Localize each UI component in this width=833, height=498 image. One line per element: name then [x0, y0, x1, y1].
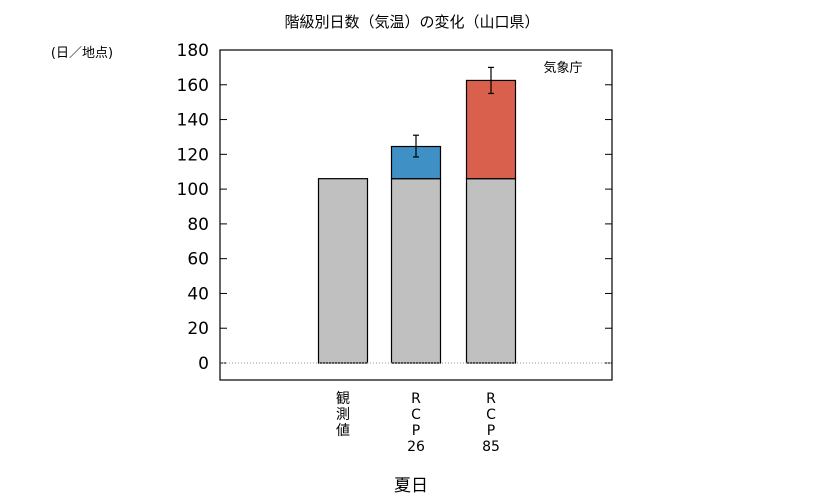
error-bars — [413, 66, 494, 158]
x-category-label-line: P — [412, 423, 420, 439]
source-label: 気象庁 — [543, 60, 582, 76]
x-category-label-line: 値 — [336, 423, 350, 439]
y-tick-label: 100 — [177, 180, 209, 200]
y-tick-label: 180 — [177, 41, 209, 61]
bars — [317, 79, 517, 364]
x-category-label-line: P — [487, 423, 495, 439]
x-category-label: R C P 85 — [482, 391, 500, 455]
x-category-label-line: C — [411, 407, 421, 423]
bar-base-segment — [390, 178, 442, 364]
x-category-label-line: 26 — [407, 439, 425, 455]
x-category-label-line: 観 — [336, 390, 350, 407]
bar-increase-segment — [465, 79, 517, 180]
bar-base-segment — [317, 178, 369, 364]
unit-label: (日／地点) — [51, 46, 113, 61]
x-category-label-line: 測 — [336, 407, 350, 423]
x-category-label-line: C — [486, 407, 496, 423]
chart-title: 階級別日数（気温）の変化（山口県） — [284, 13, 539, 31]
bar-base-segment — [465, 178, 517, 364]
x-category-label-line: R — [486, 391, 496, 407]
y-tick-label: 120 — [177, 145, 209, 165]
x-axis-label: 夏日 — [394, 476, 428, 496]
plot-frame — [219, 49, 613, 381]
y-tick-label: 0 — [198, 354, 209, 374]
y-tick-label: 60 — [187, 250, 209, 270]
x-category-label: R C P 26 — [407, 391, 425, 455]
y-axis-ticks: 0 20 40 60 80 100 120 140 160 180 — [177, 41, 612, 374]
y-tick-label: 140 — [177, 111, 209, 131]
y-tick-label: 160 — [177, 76, 209, 96]
y-tick-label: 20 — [187, 319, 209, 339]
x-category-label-line: 85 — [482, 439, 500, 455]
y-tick-label: 40 — [187, 284, 209, 304]
y-tick-label: 80 — [187, 215, 209, 235]
x-category-label: 観測値 — [336, 390, 350, 439]
x-category-label-line: R — [411, 391, 421, 407]
